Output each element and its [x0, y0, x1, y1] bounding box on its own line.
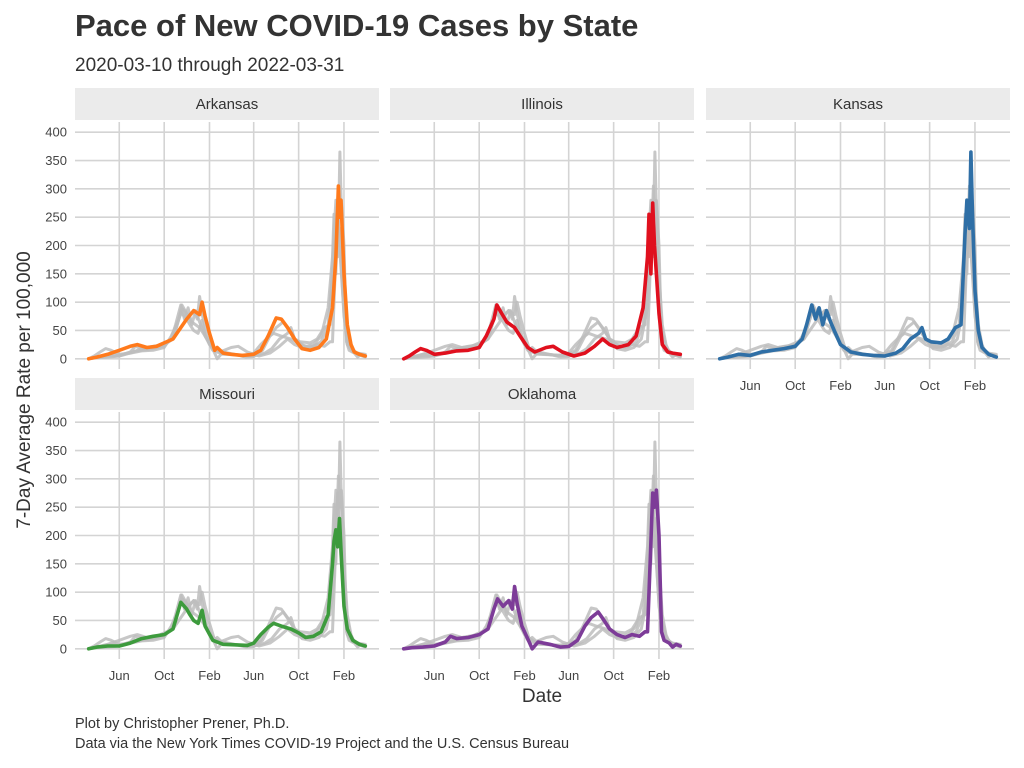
background-line-missouri [718, 227, 998, 361]
facet-label-oklahoma: Oklahoma [508, 386, 577, 403]
y-tick-label: 300 [45, 181, 67, 196]
x-tick-label: Jun [740, 378, 761, 393]
x-tick-label: Feb [829, 378, 851, 393]
background-line-kansas [402, 440, 682, 651]
y-tick-label: 250 [45, 210, 67, 225]
x-tick-label: Jun [424, 668, 445, 683]
y-tick-label: 400 [45, 415, 67, 430]
y-tick-label: 400 [45, 125, 67, 140]
chart-subtitle: 2020-03-10 through 2022-03-31 [75, 55, 345, 76]
facet-strip-kansas [706, 88, 1010, 120]
y-tick-label: 100 [45, 585, 67, 600]
y-tick-label: 150 [45, 556, 67, 571]
background-line-kansas [87, 150, 367, 361]
series-line-missouri [86, 516, 368, 651]
x-tick-label: Jun [558, 668, 579, 683]
facet-strip-missouri [75, 378, 379, 410]
facet-panel-missouri: Missouri 0 50 100 150 200 250 300 350 400 Jun Oct Fe… [45, 378, 379, 683]
facet-label-kansas: Kansas [833, 96, 883, 113]
x-tick-label: Oct [289, 668, 310, 683]
background-line-oklahoma [402, 198, 682, 361]
facet-strip-oklahoma [390, 378, 694, 410]
y-tick-label: 200 [45, 528, 67, 543]
y-tick-label: 350 [45, 443, 67, 458]
background-line-kansas [87, 440, 367, 651]
facet-strip-illinois [390, 88, 694, 120]
caption-author: Plot by Christopher Prener, Ph.D. [75, 716, 290, 732]
x-tick-label: Jun [243, 668, 264, 683]
x-tick-label: Jun [109, 668, 130, 683]
facet-label-missouri: Missouri [199, 386, 255, 403]
x-tick-label: Oct [154, 668, 175, 683]
x-tick-label: Oct [469, 668, 490, 683]
y-tick-label: 100 [45, 295, 67, 310]
x-tick-label: Feb [648, 668, 670, 683]
series-line-illinois [401, 201, 683, 361]
chart-title: Pace of New COVID-19 Cases by State [75, 8, 639, 43]
facet-panel-oklahoma: Oklahoma Jun Oct Feb Jun Oct Feb [390, 378, 694, 683]
facet-strip-arkansas [75, 88, 379, 120]
y-tick-label: 350 [45, 153, 67, 168]
y-tick-label: 150 [45, 266, 67, 281]
x-tick-label: Feb [964, 378, 986, 393]
series-line-oklahoma [401, 488, 683, 651]
x-tick-label: Oct [785, 378, 806, 393]
x-tick-label: Oct [920, 378, 941, 393]
x-axis-title: Date [522, 686, 562, 707]
caption-source: Data via the New York Times COVID-19 Pro… [75, 736, 570, 752]
background-line-missouri [402, 517, 682, 651]
y-axis-title: 7-Day Average Rate per 100,000 [14, 251, 35, 528]
y-tick-label: 50 [53, 613, 67, 628]
y-tick-label: 200 [45, 238, 67, 253]
y-tick-label: 300 [45, 471, 67, 486]
y-tick-label: 0 [60, 351, 67, 366]
facet-panel-kansas: Kansas Jun Oct Feb Jun Oct Feb [706, 88, 1010, 393]
x-tick-label: Oct [604, 668, 625, 683]
x-tick-label: Feb [198, 668, 220, 683]
facet-panel-illinois: Illinois [390, 88, 694, 369]
facet-panel-arkansas: Arkansas 0 50 100 150 200 250 300 350 400 [45, 88, 379, 369]
x-tick-label: Jun [874, 378, 895, 393]
facet-label-illinois: Illinois [521, 96, 563, 113]
series-line-kansas [717, 150, 999, 361]
background-line-missouri [402, 227, 682, 361]
series-line-arkansas [86, 184, 368, 361]
x-tick-label: Feb [333, 668, 355, 683]
y-tick-label: 0 [60, 641, 67, 656]
y-tick-label: 50 [53, 323, 67, 338]
y-tick-label: 250 [45, 500, 67, 515]
x-tick-label: Feb [513, 668, 535, 683]
facet-label-arkansas: Arkansas [196, 96, 259, 113]
